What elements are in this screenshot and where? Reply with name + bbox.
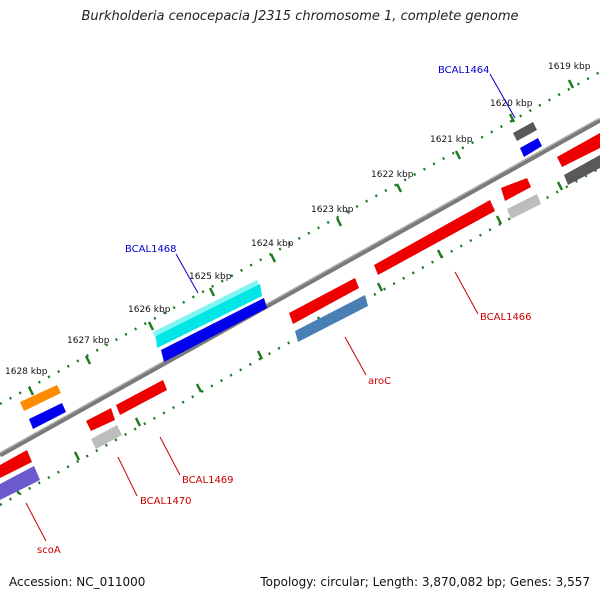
feature-body bbox=[91, 425, 122, 449]
leader-aroC bbox=[344, 336, 367, 376]
feature-body bbox=[116, 380, 167, 415]
tick-mark bbox=[73, 451, 81, 461]
chromosome-backbone bbox=[0, 117, 600, 458]
tick-mark bbox=[147, 321, 155, 331]
feature-red-near-1621[interactable] bbox=[501, 178, 531, 201]
tick-label: 1622 kbp bbox=[371, 170, 414, 180]
tick-label: 1628 kbp bbox=[5, 367, 48, 377]
leader-BCAL1470 bbox=[117, 456, 138, 497]
tick-label: 1625 kbp bbox=[189, 272, 232, 282]
tick-label: 1624 kbp bbox=[251, 239, 294, 249]
accession-text: Accession: NC_011000 bbox=[9, 575, 146, 589]
tick-marks bbox=[13, 79, 575, 495]
feature-body bbox=[513, 122, 537, 141]
tick-mark bbox=[335, 217, 343, 227]
tick-label: 1619 kbp bbox=[548, 62, 591, 72]
tick-mark bbox=[395, 183, 403, 193]
feature-body bbox=[564, 155, 600, 185]
map-title: Burkholderia cenocepacia J2315 chromosom… bbox=[81, 9, 519, 24]
tick-mark bbox=[508, 113, 516, 123]
feature-body bbox=[0, 466, 40, 500]
feature-body bbox=[161, 298, 267, 362]
tick-mark bbox=[256, 350, 264, 360]
gene-label-BCAL1468[interactable]: BCAL1468 bbox=[125, 244, 177, 255]
feature-body bbox=[0, 450, 32, 478]
label-leaders bbox=[25, 73, 516, 542]
tick-mark bbox=[269, 253, 277, 263]
tick-label: 1621 kbp bbox=[430, 135, 473, 145]
tick-mark bbox=[376, 282, 384, 292]
feature-BCAL1469[interactable] bbox=[116, 380, 167, 415]
tick-label: 1627 kbp bbox=[67, 336, 110, 346]
tick-labels: 1619 kbp 1620 kbp 1621 kbp 1622 kbp 1623… bbox=[5, 62, 591, 377]
tick-mark bbox=[556, 181, 564, 191]
feature-blue-small[interactable] bbox=[29, 403, 66, 429]
feature-BCAL1464-blue[interactable] bbox=[520, 138, 542, 157]
genome-summary-text: Topology: circular; Length: 3,870,082 bp… bbox=[260, 575, 590, 589]
tick-mark bbox=[436, 249, 444, 259]
tick-mark bbox=[567, 79, 575, 89]
tick-label: 1623 kbp bbox=[311, 205, 354, 215]
feature-BCAL1466[interactable] bbox=[374, 200, 495, 275]
feature-body bbox=[501, 178, 531, 201]
tick-mark bbox=[454, 150, 462, 160]
feature-body bbox=[20, 385, 61, 411]
gene-label-BCAL1470[interactable]: BCAL1470 bbox=[140, 496, 192, 507]
feature-orange[interactable] bbox=[20, 385, 61, 411]
tick-mark bbox=[208, 287, 216, 297]
leader-BCAL1464 bbox=[489, 73, 516, 119]
tick-label: 1626 kbp bbox=[128, 305, 171, 315]
feature-body bbox=[295, 295, 368, 342]
feature-BCAL1464-gray[interactable] bbox=[513, 122, 537, 141]
leader-scoA bbox=[25, 502, 47, 542]
gene-label-BCAL1464[interactable]: BCAL1464 bbox=[438, 65, 490, 76]
tick-mark bbox=[27, 386, 35, 396]
tick-label: 1620 kbp bbox=[490, 99, 533, 109]
feature-body bbox=[156, 284, 262, 348]
tick-mark bbox=[84, 355, 92, 365]
feature-body bbox=[520, 138, 542, 157]
outer-tick-guide bbox=[0, 70, 600, 406]
feature-body bbox=[29, 403, 66, 429]
feature-scoA-purple[interactable] bbox=[0, 466, 40, 500]
feature-aroC[interactable] bbox=[295, 295, 368, 342]
leader-BCAL1469 bbox=[159, 436, 181, 476]
feature-BCAL1470-red[interactable] bbox=[86, 408, 115, 431]
feature-red-left-of-aroC[interactable] bbox=[289, 278, 359, 324]
gene-label-aroC[interactable]: aroC bbox=[368, 376, 391, 387]
feature-BCAL1468[interactable] bbox=[153, 280, 262, 348]
feature-BCAL1470-gray[interactable] bbox=[91, 425, 122, 449]
gene-label-BCAL1469[interactable]: BCAL1469 bbox=[182, 475, 234, 486]
feature-right-red[interactable] bbox=[557, 133, 600, 167]
feature-blue-under-BCAL1468[interactable] bbox=[161, 298, 267, 362]
tick-mark bbox=[495, 215, 503, 225]
leader-BCAL1466 bbox=[454, 271, 479, 315]
gene-label-scoA[interactable]: scoA bbox=[37, 545, 61, 556]
gene-label-BCAL1466[interactable]: BCAL1466 bbox=[480, 312, 532, 323]
feature-body bbox=[374, 200, 495, 275]
feature-scoA-red[interactable] bbox=[0, 450, 32, 478]
chromosome-backbone-highlight bbox=[0, 117, 600, 454]
leader-BCAL1468 bbox=[175, 253, 199, 294]
feature-body bbox=[507, 194, 541, 219]
feature-right-gray[interactable] bbox=[564, 155, 600, 185]
feature-body bbox=[557, 133, 600, 167]
tick-mark bbox=[195, 383, 203, 393]
tick-mark bbox=[134, 417, 142, 427]
feature-body bbox=[289, 278, 359, 324]
feature-body bbox=[86, 408, 115, 431]
feature-gray-near-1621[interactable] bbox=[507, 194, 541, 219]
gene-labels: BCAL1464 BCAL1468 BCAL1466 aroC BCAL1469… bbox=[37, 65, 532, 556]
